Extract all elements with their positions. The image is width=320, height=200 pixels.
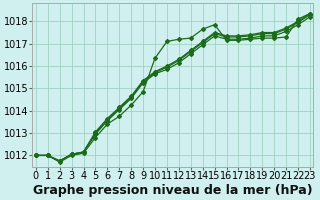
X-axis label: Graphe pression niveau de la mer (hPa): Graphe pression niveau de la mer (hPa) — [33, 184, 313, 197]
